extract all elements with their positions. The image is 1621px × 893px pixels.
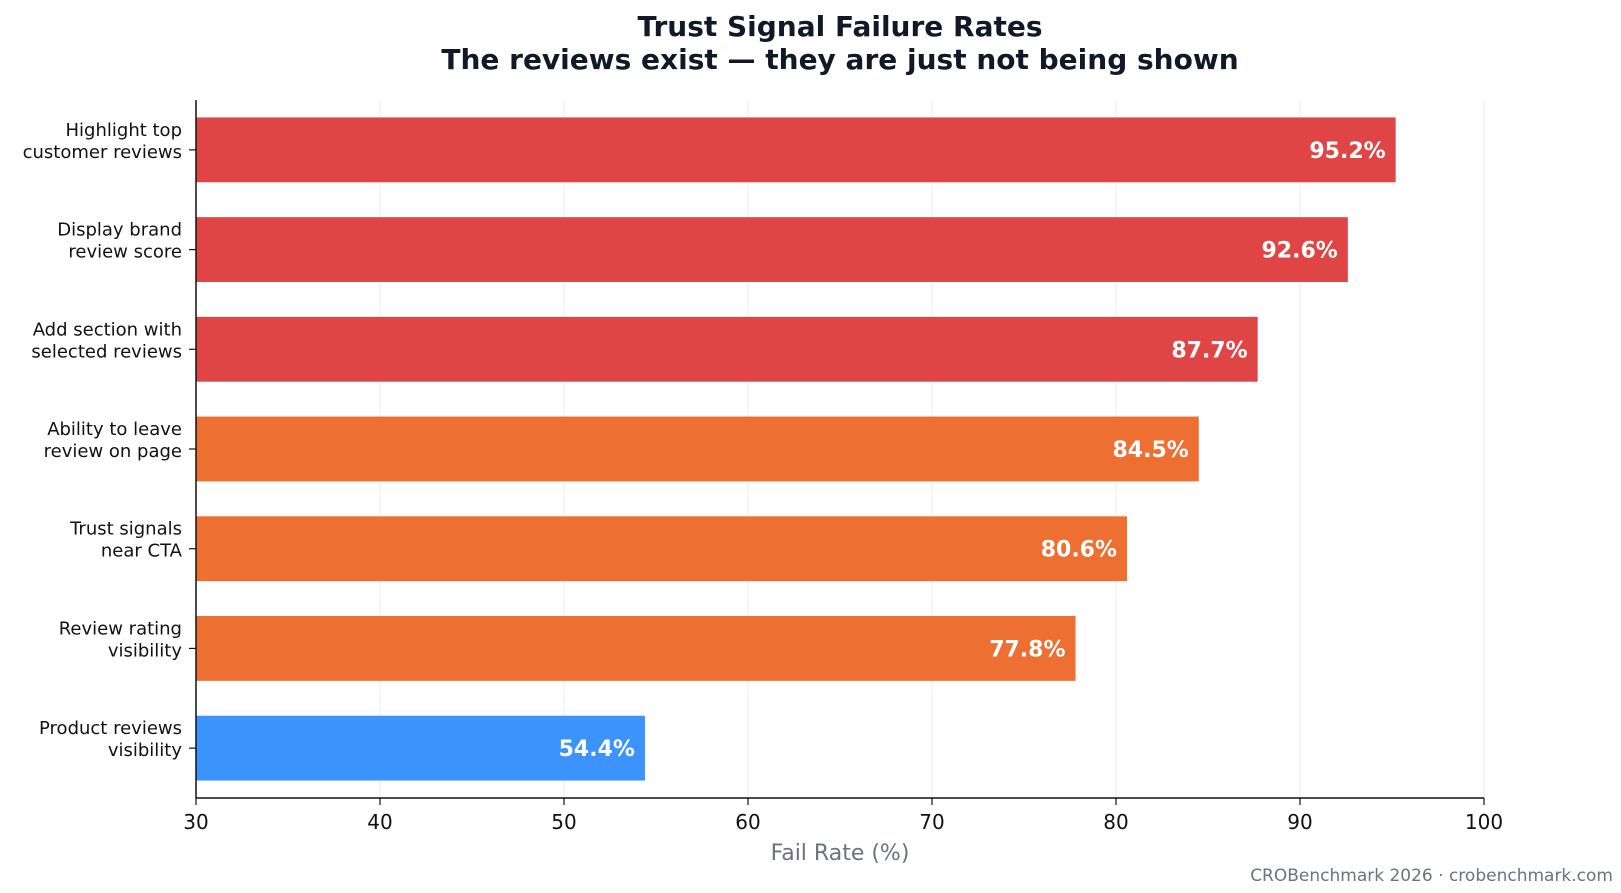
bar [196,516,1128,582]
x-tick-label: 100 [1465,810,1503,834]
category-label: review score [68,242,182,263]
x-ticks: 30 40 50 60 70 80 90 100 [183,798,1503,834]
bar-value-label: 54.4% [559,737,635,762]
category-label: Add section with [33,319,182,340]
category-label: Review rating [59,618,182,639]
category-label: near CTA [101,541,183,562]
bar-value-label: 84.5% [1112,438,1188,463]
bar-value-label: 95.2% [1309,139,1385,164]
x-tick-label: 50 [551,810,576,834]
bar [196,715,645,781]
bar [196,616,1076,681]
bar [196,416,1199,482]
bar [196,316,1258,382]
bar-value-label: 92.6% [1262,239,1338,264]
category-label: visibility [108,740,183,761]
bars-group: 95.2% 92.6% 87.7% 84.5% 80.6% 77.8% 54.4% [196,117,1396,781]
category-label: review on page [44,441,182,462]
x-tick-label: 70 [919,810,944,834]
bar [196,217,1348,282]
bar [196,117,1396,183]
category-label: visibility [108,640,183,661]
bar-value-label: 87.7% [1171,338,1247,363]
x-tick-label: 30 [183,810,208,834]
category-label: Product reviews [39,718,182,739]
x-axis-label: Fail Rate (%) [771,841,910,866]
category-label: customer reviews [23,142,182,163]
category-label: Ability to leave [47,419,182,440]
x-tick-label: 80 [1103,810,1128,834]
bar-value-label: 80.6% [1041,538,1117,563]
category-label: Trust signals [69,519,182,540]
footer-credit: CROBenchmark 2026 · crobenchmark.com [1250,866,1613,886]
x-tick-label: 40 [367,810,392,834]
bar-value-label: 77.8% [989,637,1065,662]
category-label: selected reviews [31,341,182,362]
chart-subtitle: The reviews exist — they are just not be… [441,43,1238,76]
x-tick-label: 60 [735,810,760,834]
category-label: Display brand [57,220,182,241]
category-label: Highlight top [66,120,182,141]
chart-title: Trust Signal Failure Rates [637,10,1042,43]
x-tick-label: 90 [1287,810,1312,834]
